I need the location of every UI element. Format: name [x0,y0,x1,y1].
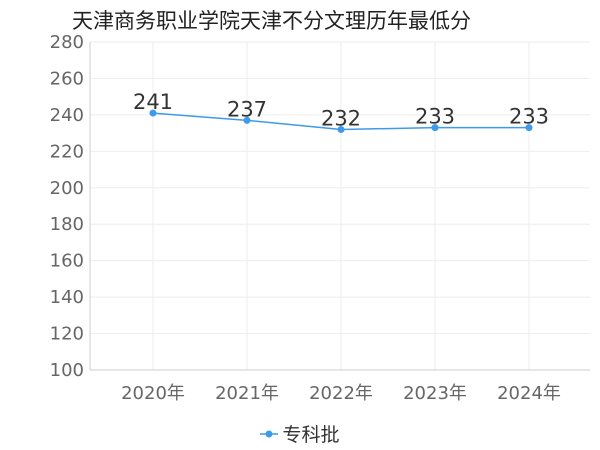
chart-title: 天津商务职业学院天津不分文理历年最低分 [72,9,471,33]
y-tick-label: 120 [50,324,84,345]
x-tick-label: 2022年 [309,383,373,404]
y-tick-label: 200 [50,178,84,199]
y-tick-label: 100 [50,360,84,381]
data-label: 237 [227,97,267,121]
x-tick-label: 2024年 [497,383,561,404]
y-tick-labels: 100 120 140 160 180 200 220 240 260 280 [50,32,84,381]
data-label: 232 [321,106,361,130]
x-tick-label: 2023年 [403,383,467,404]
y-tick-label: 220 [50,141,84,162]
legend: 专科批 [0,420,600,447]
x-tick-labels: 2020年 2021年 2022年 2023年 2024年 [121,383,561,404]
x-tick-label: 2020年 [121,383,185,404]
y-tick-label: 180 [50,214,84,235]
y-tick-label: 140 [50,287,84,308]
data-label: 233 [415,105,455,129]
y-tick-label: 160 [50,251,84,272]
y-tick-label: 260 [50,68,84,89]
legend-label: 专科批 [282,424,340,446]
y-tick-label: 240 [50,105,84,126]
data-point [149,109,157,117]
data-label: 241 [133,90,173,114]
data-label: 233 [509,105,549,129]
data-point [431,124,439,132]
y-tick-label: 280 [50,32,84,53]
data-point [243,116,251,124]
series-layer [149,109,533,133]
data-point [337,125,345,133]
legend-marker-icon [260,430,279,437]
axes [89,42,590,371]
legend-item[interactable]: 专科批 [260,420,340,447]
data-labels: 241 237 232 233 233 [133,90,549,130]
x-tick-label: 2021年 [215,383,279,404]
data-point [525,124,533,132]
